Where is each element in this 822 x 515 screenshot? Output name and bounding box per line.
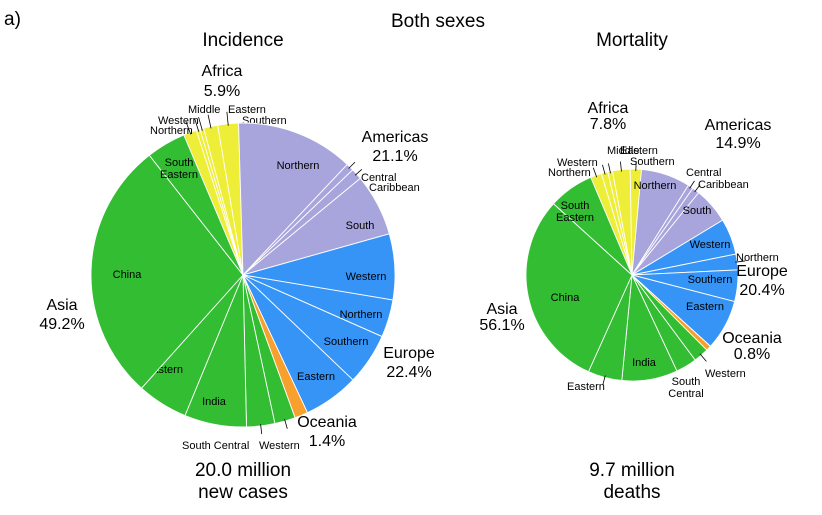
incidence-slice-label-europe-eastern: Eastern — [297, 371, 335, 383]
incidence-footer-line2: new cases — [198, 482, 288, 503]
mortality-leader-africa-middle — [608, 163, 611, 174]
incidence-slice-label-americas-central: Central — [361, 172, 396, 184]
incidence-slice-label-asia-south-eastern-line2: Eastern — [160, 169, 198, 181]
incidence-leader-africa-middle — [198, 117, 203, 131]
incidence-title: Incidence — [202, 30, 283, 51]
incidence-group-percent-oceania: 1.4% — [309, 433, 345, 450]
mortality-footer-line1: 9.7 million — [589, 460, 675, 481]
incidence-slice-label-asia-western: Western — [259, 440, 300, 452]
incidence-slice-label-asia-china: China — [113, 269, 143, 281]
incidence-leader-asia-south-central — [260, 423, 263, 434]
mortality-slice-label-europe-eastern: Eastern — [686, 301, 724, 313]
mortality-slice-label-africa-middle: Middle — [607, 145, 639, 157]
mortality-group-percent-europe: 20.4% — [739, 282, 784, 299]
mortality-slice-label-asia-india: India — [632, 357, 657, 369]
incidence-slice-label-americas-south: South — [346, 220, 375, 232]
mortality-slice-label-americas-central: Central — [686, 167, 721, 179]
mortality-group-label-europe: Europe — [736, 263, 788, 280]
mortality-slice-label-africa-eastern: Eastern — [620, 145, 658, 157]
mortality-title: Mortality — [596, 30, 668, 51]
incidence-slice-label-americas-caribbean: Caribbean — [369, 182, 420, 194]
incidence-slice-label-europe-western: Western — [346, 271, 387, 283]
incidence-group-percent-americas: 21.1% — [372, 148, 417, 165]
mortality-group-label-americas: Americas — [705, 117, 772, 134]
incidence-group-percent-africa: 5.9% — [204, 83, 240, 100]
mortality-slice-label-europe-northern: Northern — [736, 252, 779, 264]
mortality-group-label-asia: Asia — [486, 301, 517, 318]
mortality-group-percent-asia: 56.1% — [479, 317, 524, 334]
incidence-slice-label-africa-eastern: Eastern — [228, 104, 266, 116]
incidence-group-label-americas: Americas — [362, 129, 429, 146]
mortality-leader-americas-caribbean — [694, 184, 701, 193]
mortality-slice-label-asia-south-central-line2: Central — [668, 388, 703, 400]
incidence-leader-africa-southern — [226, 111, 229, 126]
mortality-group-label-oceania: Oceania — [722, 330, 782, 347]
incidence-slice-label-africa-middle: Middle — [188, 104, 220, 116]
incidence-slice-label-asia-south-eastern-line1: South — [165, 157, 194, 169]
mortality-slice-label-asia-western: Western — [705, 368, 746, 380]
incidence-group-label-africa: Africa — [202, 63, 243, 80]
mortality-slice-label-asia-eastern: Eastern — [567, 381, 605, 393]
mortality-leader-africa-eastern — [620, 161, 622, 172]
incidence-slice-label-africa-northern: Northern — [150, 125, 193, 137]
mortality-group-percent-americas: 14.9% — [715, 135, 760, 152]
incidence-group-percent-asia: 49.2% — [39, 316, 84, 333]
mortality-slice-label-americas-south: South — [683, 205, 712, 217]
incidence-leader-africa-eastern — [207, 114, 212, 129]
incidence-leader-africa-western — [194, 118, 200, 132]
incidence-slice-label-americas-northern: Northern — [277, 160, 320, 172]
mortality-leader-asia-western — [699, 353, 707, 362]
mortality-slice-label-africa-southern: Southern — [630, 156, 675, 168]
figure-title: Both sexes — [391, 11, 485, 32]
mortality-group-percent-oceania: 0.8% — [734, 346, 770, 363]
mortality-slice-label-africa-northern: Northern — [548, 167, 591, 179]
mortality-slice-label-europe-southern: Southern — [688, 274, 733, 286]
mortality-group-percent-africa: 7.8% — [590, 116, 626, 133]
mortality-leader-americas-central — [689, 180, 695, 189]
incidence-leader-americas-central — [348, 161, 356, 169]
incidence-slice-label-asia-south-central: South Central — [182, 440, 249, 452]
mortality-slice-label-americas-northern: Northern — [634, 180, 677, 192]
incidence-slice-label-africa-western: Western — [158, 115, 199, 127]
mortality-footer-line2: deaths — [603, 482, 660, 503]
incidence-footer-line1: 20.0 million — [195, 460, 291, 481]
mortality-slice-label-europe-western: Western — [690, 239, 731, 251]
panel-label: a) — [4, 9, 21, 30]
incidence-group-label-asia: Asia — [46, 297, 77, 314]
incidence-slice-americas-northern — [238, 122, 348, 277]
mortality-leader-asia-eastern — [602, 375, 606, 386]
mortality-group-label-africa: Africa — [588, 100, 629, 117]
incidence-slice-label-europe-northern: Northern — [340, 309, 383, 321]
mortality-slice-label-asia-south-eastern-line1: South — [561, 200, 590, 212]
incidence-leader-africa-northern — [185, 121, 192, 135]
incidence-slice-asia-china — [90, 154, 244, 389]
mortality-slice-label-africa-western: Western — [557, 157, 598, 169]
incidence-group-label-oceania: Oceania — [297, 414, 357, 431]
mortality-slice-asia-china — [525, 203, 633, 373]
mortality-leader-africa-northern — [592, 167, 598, 178]
incidence-group-percent-europe: 22.4% — [386, 364, 431, 381]
mortality-leader-europe-northern — [735, 260, 746, 263]
incidence-slice-asia-south-eastern — [148, 134, 244, 276]
incidence-leader-americas-caribbean — [354, 169, 363, 176]
mortality-slice-asia-south-eastern — [552, 176, 633, 276]
incidence-slice-label-europe-southern: Southern — [324, 336, 369, 348]
mortality-slice-label-americas-caribbean: Caribbean — [698, 179, 749, 191]
mortality-slice-label-asia-south-central-line1: South — [672, 376, 701, 388]
mortality-slice-label-asia-china: China — [551, 292, 581, 304]
incidence-leader-asia-western — [284, 419, 288, 429]
mortality-slice-label-asia-south-eastern-line2: Eastern — [556, 212, 594, 224]
incidence-slice-label-asia-india: India — [202, 396, 227, 408]
incidence-group-label-europe: Europe — [383, 345, 435, 362]
mortality-leader-africa-western — [602, 164, 606, 175]
